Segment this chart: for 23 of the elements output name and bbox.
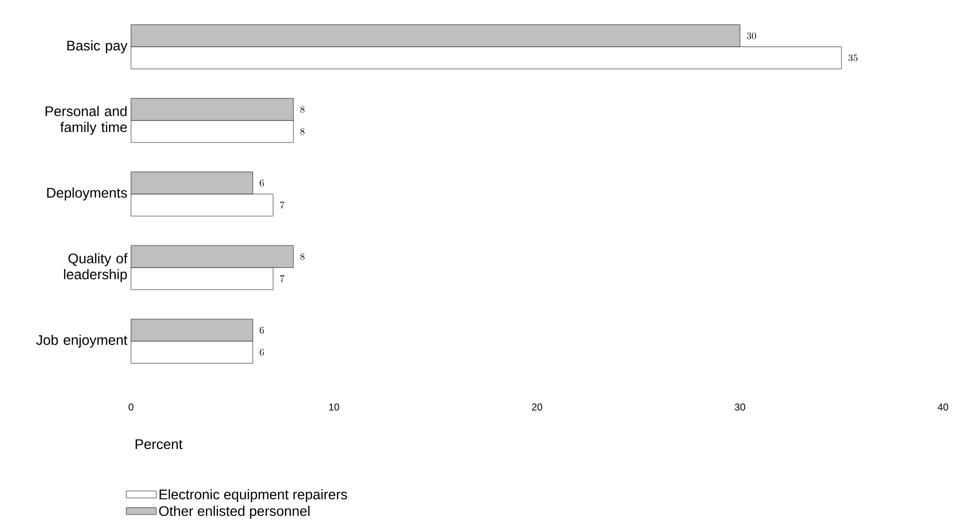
y-tick-label: Basic pay bbox=[67, 40, 128, 54]
x-tick-label: 20 bbox=[532, 404, 542, 411]
x-tick-label: 40 bbox=[938, 404, 948, 411]
y-tick-label: Job enjoyment bbox=[36, 334, 128, 348]
data-label: 8 bbox=[300, 128, 304, 135]
data-label: 6 bbox=[260, 348, 264, 356]
y-tick-label: Quality of leadership bbox=[64, 253, 128, 282]
x-tick-label: 10 bbox=[329, 404, 340, 411]
data-label: 7 bbox=[280, 275, 284, 282]
data-label: 30 bbox=[746, 32, 756, 40]
data-label: 8 bbox=[300, 106, 304, 113]
data-label: 8 bbox=[300, 253, 304, 260]
data-label: 6 bbox=[260, 180, 264, 186]
y-tick-label: Personal and family time bbox=[46, 106, 127, 135]
legend-label: Electronic equipment repairers bbox=[160, 489, 348, 502]
y-tick-label: Deployments bbox=[47, 188, 127, 200]
x-tick-label: 0 bbox=[128, 404, 134, 411]
legend-label: Other enlisted personnel bbox=[159, 506, 310, 519]
data-label: 35 bbox=[848, 54, 858, 62]
data-label: 6 bbox=[260, 326, 264, 334]
x-axis-title: Percent bbox=[136, 439, 182, 450]
x-tick-label: 30 bbox=[734, 404, 746, 411]
data-label: 7 bbox=[280, 202, 284, 208]
